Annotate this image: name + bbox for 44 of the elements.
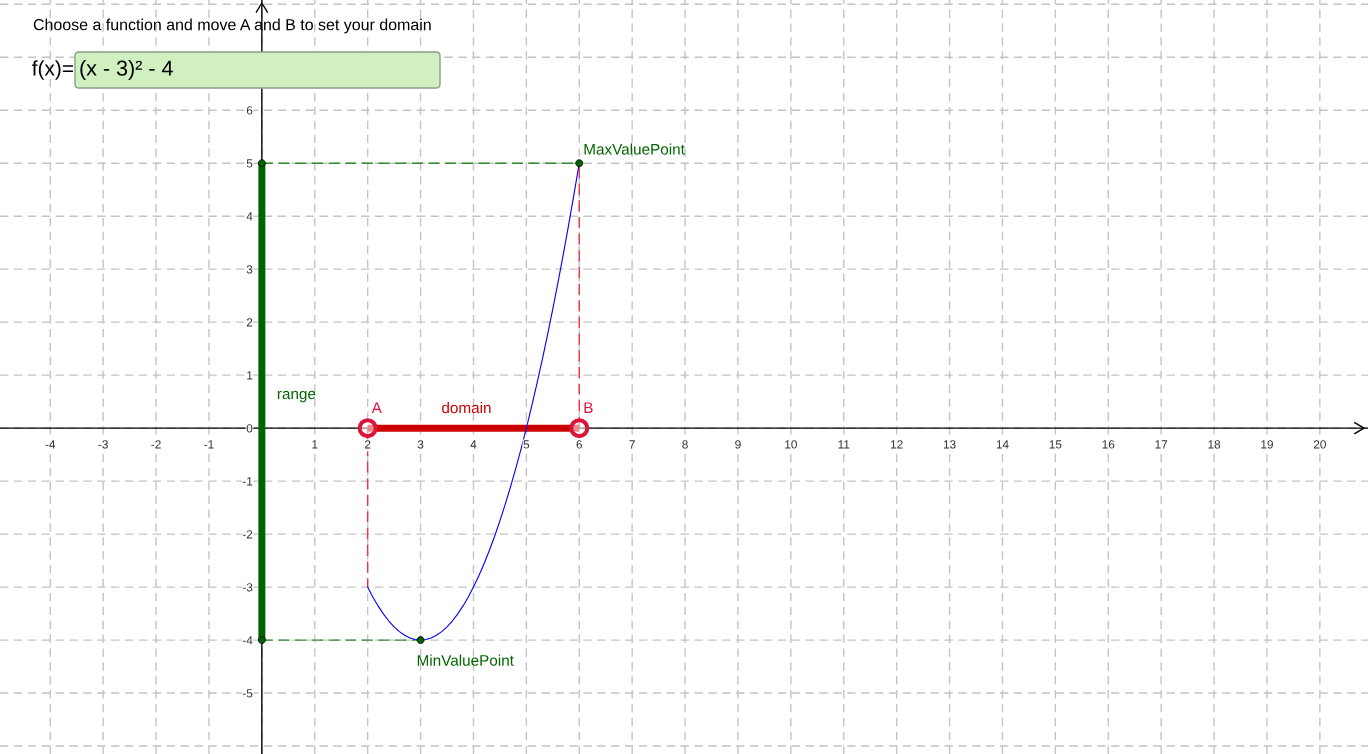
x-tick-label: 3 [417, 440, 424, 449]
x-tick-label: 4 [470, 440, 477, 449]
series-label: A [371, 402, 382, 413]
x-tick-label: 9 [735, 440, 741, 449]
y-tick-label: -3 [242, 583, 253, 592]
y-tick-label: 0 [246, 424, 253, 433]
series-label: domain [442, 402, 491, 414]
y-tick-label: 4 [246, 212, 253, 221]
y-tick-label: 2 [246, 318, 253, 327]
x-tick-label: 10 [785, 440, 797, 449]
series-label: MaxValuePoint [584, 143, 685, 155]
x-tick-label: 18 [1208, 440, 1221, 449]
x-tick-label: 6 [576, 440, 583, 449]
y-tick-label: -2 [242, 530, 253, 539]
x-tick-label: 14 [996, 440, 1009, 449]
y-tick-label: 6 [246, 106, 253, 115]
annotation: f(x)= [32, 60, 73, 80]
x-tick-label: 1 [312, 440, 318, 449]
x-tick-label: 7 [629, 440, 635, 449]
y-tick-label: -1 [242, 477, 253, 486]
y-tick-label: 5 [246, 159, 253, 168]
x-tick-label: 17 [1155, 440, 1168, 449]
x-tick-label: -3 [98, 440, 108, 449]
x-tick-label: 20 [1313, 440, 1326, 449]
x-tick-label: 8 [682, 440, 688, 449]
x-tick-label: -2 [151, 440, 161, 449]
series-label: MinValuePoint [417, 654, 514, 666]
y-tick-label: 1 [247, 371, 253, 380]
series-label: B [584, 402, 593, 413]
x-tick-label: 5 [523, 440, 530, 449]
x-tick-label: 15 [1049, 440, 1062, 449]
x-tick-label: 19 [1261, 440, 1273, 449]
x-tick-label: -4 [45, 440, 56, 449]
y-tick-label: -5 [242, 689, 253, 698]
x-tick-label: 13 [943, 440, 956, 449]
y-tick-label: -4 [242, 636, 253, 645]
series-label: range [277, 390, 316, 403]
x-tick-label: -1 [204, 440, 214, 449]
annotation: (x - 3)² - 4 [80, 59, 173, 81]
x-tick-label: 12 [890, 440, 903, 449]
x-tick-label: 16 [1102, 440, 1115, 449]
x-tick-label: 2 [364, 440, 371, 449]
x-tick-label: 11 [838, 440, 850, 449]
y-tick-label: 3 [246, 265, 253, 274]
